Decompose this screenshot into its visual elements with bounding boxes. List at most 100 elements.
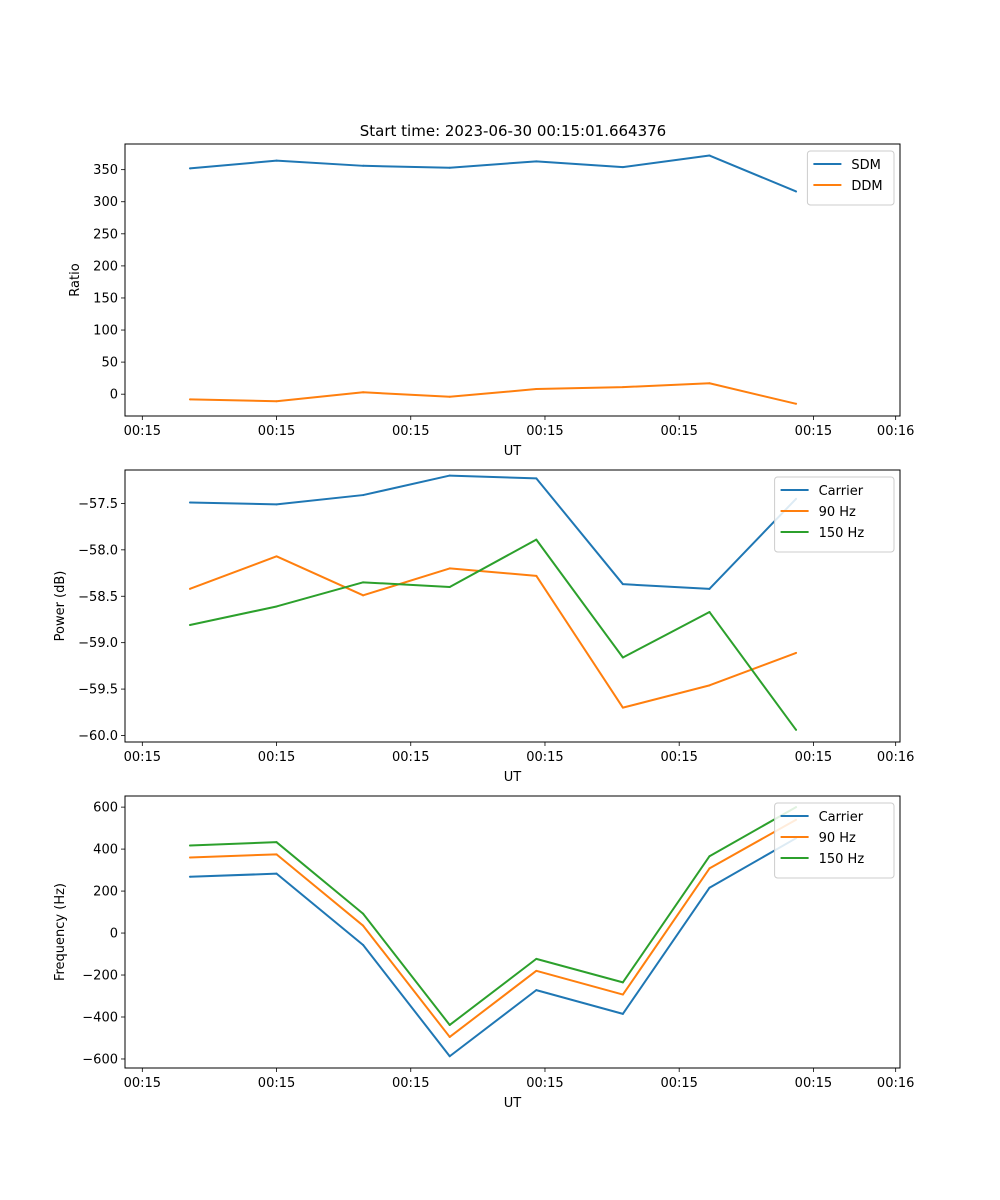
data-point-90-hz	[708, 867, 711, 870]
x-tick-label: 00:15	[258, 424, 295, 439]
y-tick-label: −58.0	[78, 543, 118, 558]
data-point-150-hz	[621, 981, 624, 984]
data-point-90-hz	[362, 594, 365, 597]
data-point-sdm	[275, 159, 278, 162]
y-tick-label: 200	[93, 885, 118, 900]
data-point-ddm	[448, 395, 451, 398]
data-point-90-hz	[621, 993, 624, 996]
data-point-carrier	[621, 583, 624, 586]
x-tick-label: 00:15	[795, 1076, 832, 1091]
data-point-sdm	[535, 160, 538, 163]
data-point-sdm	[448, 166, 451, 169]
legend-label-90-hz: 90 Hz	[819, 831, 856, 846]
x-tick-label: 00:15	[660, 424, 697, 439]
data-point-90-hz	[188, 856, 191, 859]
x-axis-label: UT	[504, 770, 522, 785]
series-line-150-hz	[189, 538, 797, 731]
data-point-150-hz	[448, 1023, 451, 1026]
data-point-90-hz	[362, 924, 365, 927]
data-point-150-hz	[535, 538, 538, 541]
data-point-90-hz	[448, 567, 451, 570]
data-point-150-hz	[188, 844, 191, 847]
ratio-panel: 00:15 00:15 00:15 00:15 00:15 00:15 00:16 0 50 10…	[68, 143, 914, 459]
data-point-carrier	[708, 587, 711, 590]
y-tick-label: −58.5	[78, 590, 118, 605]
data-point-sdm	[621, 166, 624, 169]
data-point-90-hz	[188, 587, 191, 590]
y-tick-label: −59.5	[78, 683, 118, 698]
x-tick-label: 00:15	[795, 750, 832, 765]
data-point-ddm	[708, 382, 711, 385]
x-tick-label: 00:16	[877, 750, 914, 765]
data-point-carrier	[535, 477, 538, 480]
legend-label-90-hz: 90 Hz	[819, 505, 856, 520]
x-tick-label: 00:15	[124, 1076, 161, 1091]
data-point-90-hz	[275, 555, 278, 558]
x-tick-label: 00:15	[258, 750, 295, 765]
power-panel: 00:15 00:15 00:15 00:15 00:15 00:15 00:16 −60.0…	[53, 469, 914, 785]
data-point-ddm	[795, 402, 798, 405]
series-line-150-hz	[189, 806, 797, 1026]
data-point-150-hz	[275, 605, 278, 608]
legend-label-ddm: DDM	[851, 179, 882, 194]
data-point-carrier	[362, 944, 365, 947]
data-point-90-hz	[535, 969, 538, 972]
legend	[774, 802, 895, 879]
legend-label-sdm: SDM	[851, 158, 880, 173]
data-point-90-hz	[448, 1035, 451, 1038]
x-tick-label: 00:15	[124, 424, 161, 439]
plot-frame	[124, 143, 901, 417]
data-point-carrier	[362, 494, 365, 497]
data-point-150-hz	[535, 957, 538, 960]
data-point-ddm	[535, 388, 538, 391]
x-tick-label: 00:15	[392, 424, 429, 439]
plot-frame	[124, 795, 901, 1069]
data-point-150-hz	[275, 841, 278, 844]
x-axis-label: UT	[504, 444, 522, 459]
x-tick-label: 00:16	[877, 1076, 914, 1091]
series-line-90-hz	[189, 555, 797, 709]
data-point-150-hz	[621, 656, 624, 659]
x-tick-label: 00:15	[660, 750, 697, 765]
data-point-ddm	[621, 386, 624, 389]
data-point-carrier	[708, 886, 711, 889]
data-point-90-hz	[621, 706, 624, 709]
y-tick-label: 300	[93, 195, 118, 210]
legend-label-150-hz: 150 Hz	[819, 852, 865, 867]
y-tick-label: 0	[110, 388, 118, 403]
data-point-150-hz	[362, 581, 365, 584]
data-point-150-hz	[188, 624, 191, 627]
x-tick-label: 00:15	[526, 424, 563, 439]
series-line-carrier	[189, 474, 797, 590]
y-tick-label: −59.0	[78, 636, 118, 651]
y-tick-label: −600	[82, 1052, 118, 1067]
data-point-ddm	[362, 391, 365, 394]
x-tick-label: 00:15	[258, 1076, 295, 1091]
y-tick-label: 100	[93, 324, 118, 339]
legend-label-carrier: Carrier	[819, 484, 864, 499]
series-line-90-hz	[189, 818, 797, 1038]
x-tick-label: 00:15	[392, 750, 429, 765]
y-tick-label: 250	[93, 227, 118, 242]
x-tick-label: 00:15	[526, 1076, 563, 1091]
y-axis-label: Power (dB)	[53, 571, 68, 642]
data-point-150-hz	[795, 728, 798, 731]
y-tick-label: −200	[82, 969, 118, 984]
x-tick-label: 00:16	[877, 424, 914, 439]
data-point-sdm	[188, 167, 191, 170]
y-tick-label: 600	[93, 801, 118, 816]
data-point-ddm	[188, 398, 191, 401]
y-tick-label: 400	[93, 843, 118, 858]
data-point-carrier	[188, 875, 191, 878]
series-line-ddm	[189, 382, 797, 405]
y-tick-label: 350	[93, 163, 118, 178]
y-tick-label: −60.0	[78, 729, 118, 744]
x-tick-label: 00:15	[660, 1076, 697, 1091]
y-tick-label: 150	[93, 291, 118, 306]
legend	[774, 476, 895, 553]
y-axis-label: Ratio	[68, 263, 83, 296]
data-point-sdm	[708, 154, 711, 157]
y-tick-label: 200	[93, 259, 118, 274]
data-point-carrier	[275, 503, 278, 506]
data-point-90-hz	[795, 651, 798, 654]
